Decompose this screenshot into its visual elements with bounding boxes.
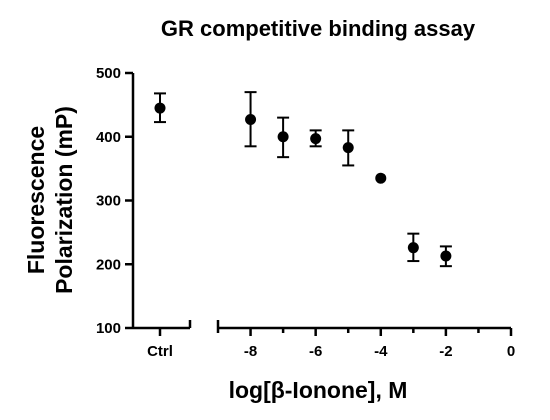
x-tick-label: -2 (439, 343, 452, 360)
y-tick-label: 200 (96, 256, 121, 273)
data-marks (154, 91, 452, 268)
y-axis-label-line-1: Fluorescence (23, 126, 49, 274)
y-axis-label: Fluorescence Polarization (mP) (23, 106, 77, 294)
x-tick-label-ctrl: Ctrl (147, 343, 173, 360)
y-tick-label: 300 (96, 193, 121, 210)
y-tick-label: 400 (96, 129, 121, 146)
ctrl-point (154, 102, 166, 114)
axes (131, 73, 511, 330)
y-axis-label-line-2: Polarization (mP) (51, 106, 77, 294)
ticks: 100 200 300 400 500 Ctrl -8 -6 -4 -2 0 (96, 65, 515, 360)
y-tick-label: 500 (96, 65, 121, 82)
y-tick-label: 100 (96, 320, 121, 337)
x-tick-label: -8 (244, 343, 257, 360)
data-point (407, 242, 419, 254)
x-tick-label: 0 (507, 343, 515, 360)
data-point (277, 131, 289, 143)
data-point (375, 172, 387, 184)
x-tick-label: -4 (374, 343, 388, 360)
x-tick-label: -6 (309, 343, 322, 360)
data-point (245, 114, 257, 126)
x-axis-label: log[β-Ionone], M (229, 377, 408, 403)
data-point (440, 250, 452, 262)
data-point (342, 142, 354, 154)
chart-title: GR competitive binding assay (161, 16, 476, 41)
data-point (310, 133, 322, 145)
